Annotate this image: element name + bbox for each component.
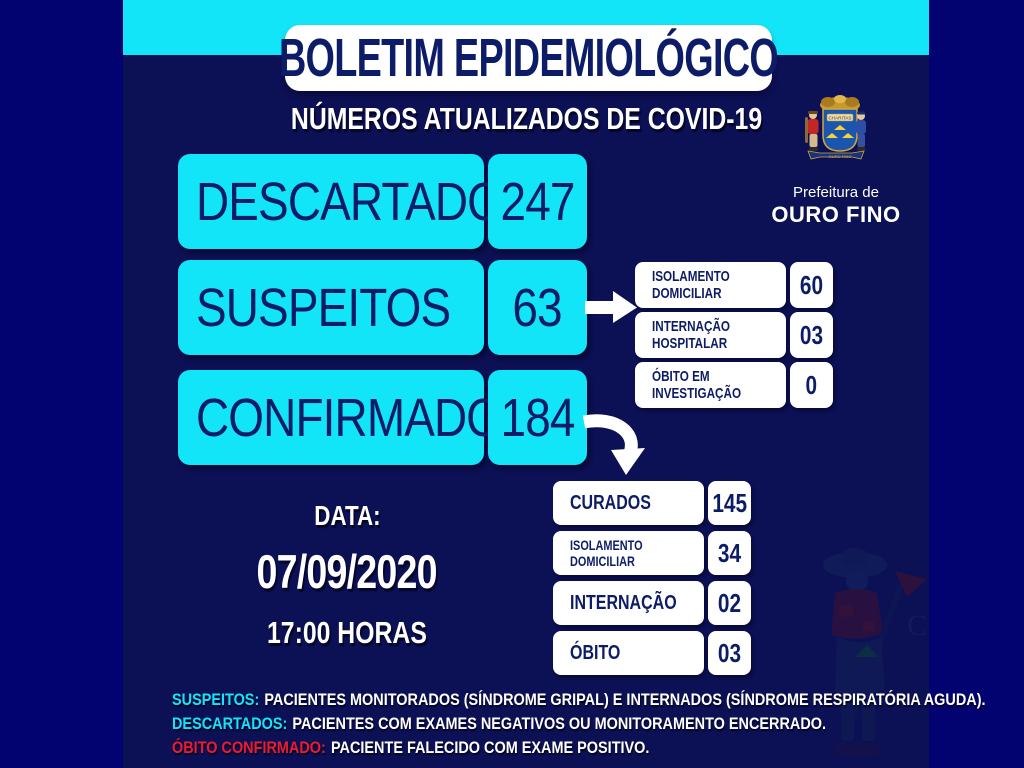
footnote-term: DESCARTADOS: (172, 714, 288, 733)
mini-label-box: ÓBITO (553, 631, 704, 675)
stat-label: DESCARTADOS (196, 171, 533, 232)
mini-value-box: 34 (708, 531, 751, 575)
mini-value-box: 03 (790, 312, 833, 358)
mini-label-box: ISOLAMENTO DOMICILIAR (553, 531, 704, 575)
date-value: 07/09/2020 (256, 545, 438, 598)
mini-value-box: 02 (708, 581, 751, 625)
mini-label-box: INTERNAÇÃO HOSPITALAR (635, 312, 786, 358)
confirmados-label-box: CONFIRMADOS (178, 370, 532, 465)
row-obito-em-investigacao: ÓBITO EM INVESTIGAÇÃO 0 (635, 362, 833, 408)
mini-value-box: 03 (708, 631, 751, 675)
logo-org-line1: Prefeitura de (793, 184, 879, 201)
footnote-obito-confirmado: ÓBITO CONFIRMADO: PACIENTE FALECIDO COM E… (172, 736, 801, 760)
row-isolamento-domiciliar-confirmados: ISOLAMENTO DOMICILIAR 34 (553, 531, 751, 575)
row-obito: ÓBITO 03 (553, 631, 751, 675)
logo-org-line2: OURO FINO (771, 202, 901, 227)
footnote-text: PACIENTES COM EXAMES NEGATIVOS OU MONITO… (292, 714, 827, 733)
row-internacao-hospitalar: INTERNAÇÃO HOSPITALAR 03 (635, 312, 833, 358)
mini-value-box: 0 (790, 362, 833, 408)
footnote-text: PACIENTE FALECIDO COM EXAME POSITIVO. (330, 738, 650, 757)
shield-motto: CHARITAS (829, 115, 852, 120)
ribbon-text: OURO FINO (829, 154, 852, 159)
title-box: BOLETIM EPIDEMIOLÓGICO (279, 25, 779, 91)
stat-row-descartados: DESCARTADOS 247 (178, 154, 588, 249)
footnote-term: SUSPEITOS: (172, 690, 260, 709)
row-isolamento-domiciliar-suspeitos: ISOLAMENTO DOMICILIAR 60 (635, 262, 833, 308)
confirmados-value-box: 184 (488, 370, 587, 465)
date-block: DATA: 07/09/2020 17:00 HORAS (147, 500, 547, 651)
date-label: DATA: (313, 500, 381, 531)
mini-label-box: CURADOS (553, 481, 704, 525)
suspeitos-label-box: SUSPEITOS (178, 260, 484, 355)
coat-of-arms-icon: CHARITAS OURO FINO (805, 95, 866, 160)
mini-label-box: ISOLAMENTO DOMICILIAR (635, 262, 786, 308)
footnotes: SUSPEITOS: PACIENTES MONITORADOS (SÍNDROM… (172, 688, 986, 760)
stat-row-confirmados: CONFIRMADOS 184 (178, 370, 588, 465)
city-logo: CHARITAS OURO FINO Prefeitura de OURO FI… (763, 93, 909, 228)
footnote-text: PACIENTES MONITORADOS (SÍNDROME GRIPAL) … (264, 690, 986, 709)
descartados-label-box: DESCARTADOS (178, 154, 533, 249)
mini-label-box: ÓBITO EM INVESTIGAÇÃO (635, 362, 786, 408)
stat-row-suspeitos: SUSPEITOS 63 (178, 260, 588, 355)
footnote-suspeitos: SUSPEITOS: PACIENTES MONITORADOS (SÍNDROM… (172, 688, 986, 712)
mini-value-box: 60 (790, 262, 833, 308)
footnote-term: ÓBITO CONFIRMADO: (172, 738, 326, 757)
time-value: 17:00 HORAS (267, 615, 427, 650)
svg-text:C: C (907, 609, 927, 642)
row-curados: CURADOS 145 (553, 481, 751, 525)
mini-label-box: INTERNAÇÃO (553, 581, 704, 625)
descartados-value-box: 247 (488, 154, 587, 249)
stat-value: 63 (512, 277, 563, 338)
stat-label: CONFIRMADOS (196, 387, 532, 448)
stat-value: 184 (500, 387, 575, 448)
footnote-descartados: DESCARTADOS: PACIENTES COM EXAMES NEGATIV… (172, 712, 826, 736)
subtitle: NÚMEROS ATUALIZADOS DE COVID-19 (291, 101, 763, 136)
mini-value-box: 145 (708, 481, 751, 525)
stat-label: SUSPEITOS (196, 277, 451, 338)
row-internacao: INTERNAÇÃO 02 (553, 581, 751, 625)
suspeitos-value-box: 63 (488, 260, 587, 355)
stat-value: 247 (500, 171, 575, 232)
curved-arrow-down-icon (582, 414, 645, 475)
arrow-right-icon (585, 291, 637, 323)
page-title: BOLETIM EPIDEMIOLÓGICO (278, 28, 779, 88)
bulletin-panel: BOLETIM EPIDEMIOLÓGICO NÚMEROS ATUALIZAD… (123, 0, 986, 768)
